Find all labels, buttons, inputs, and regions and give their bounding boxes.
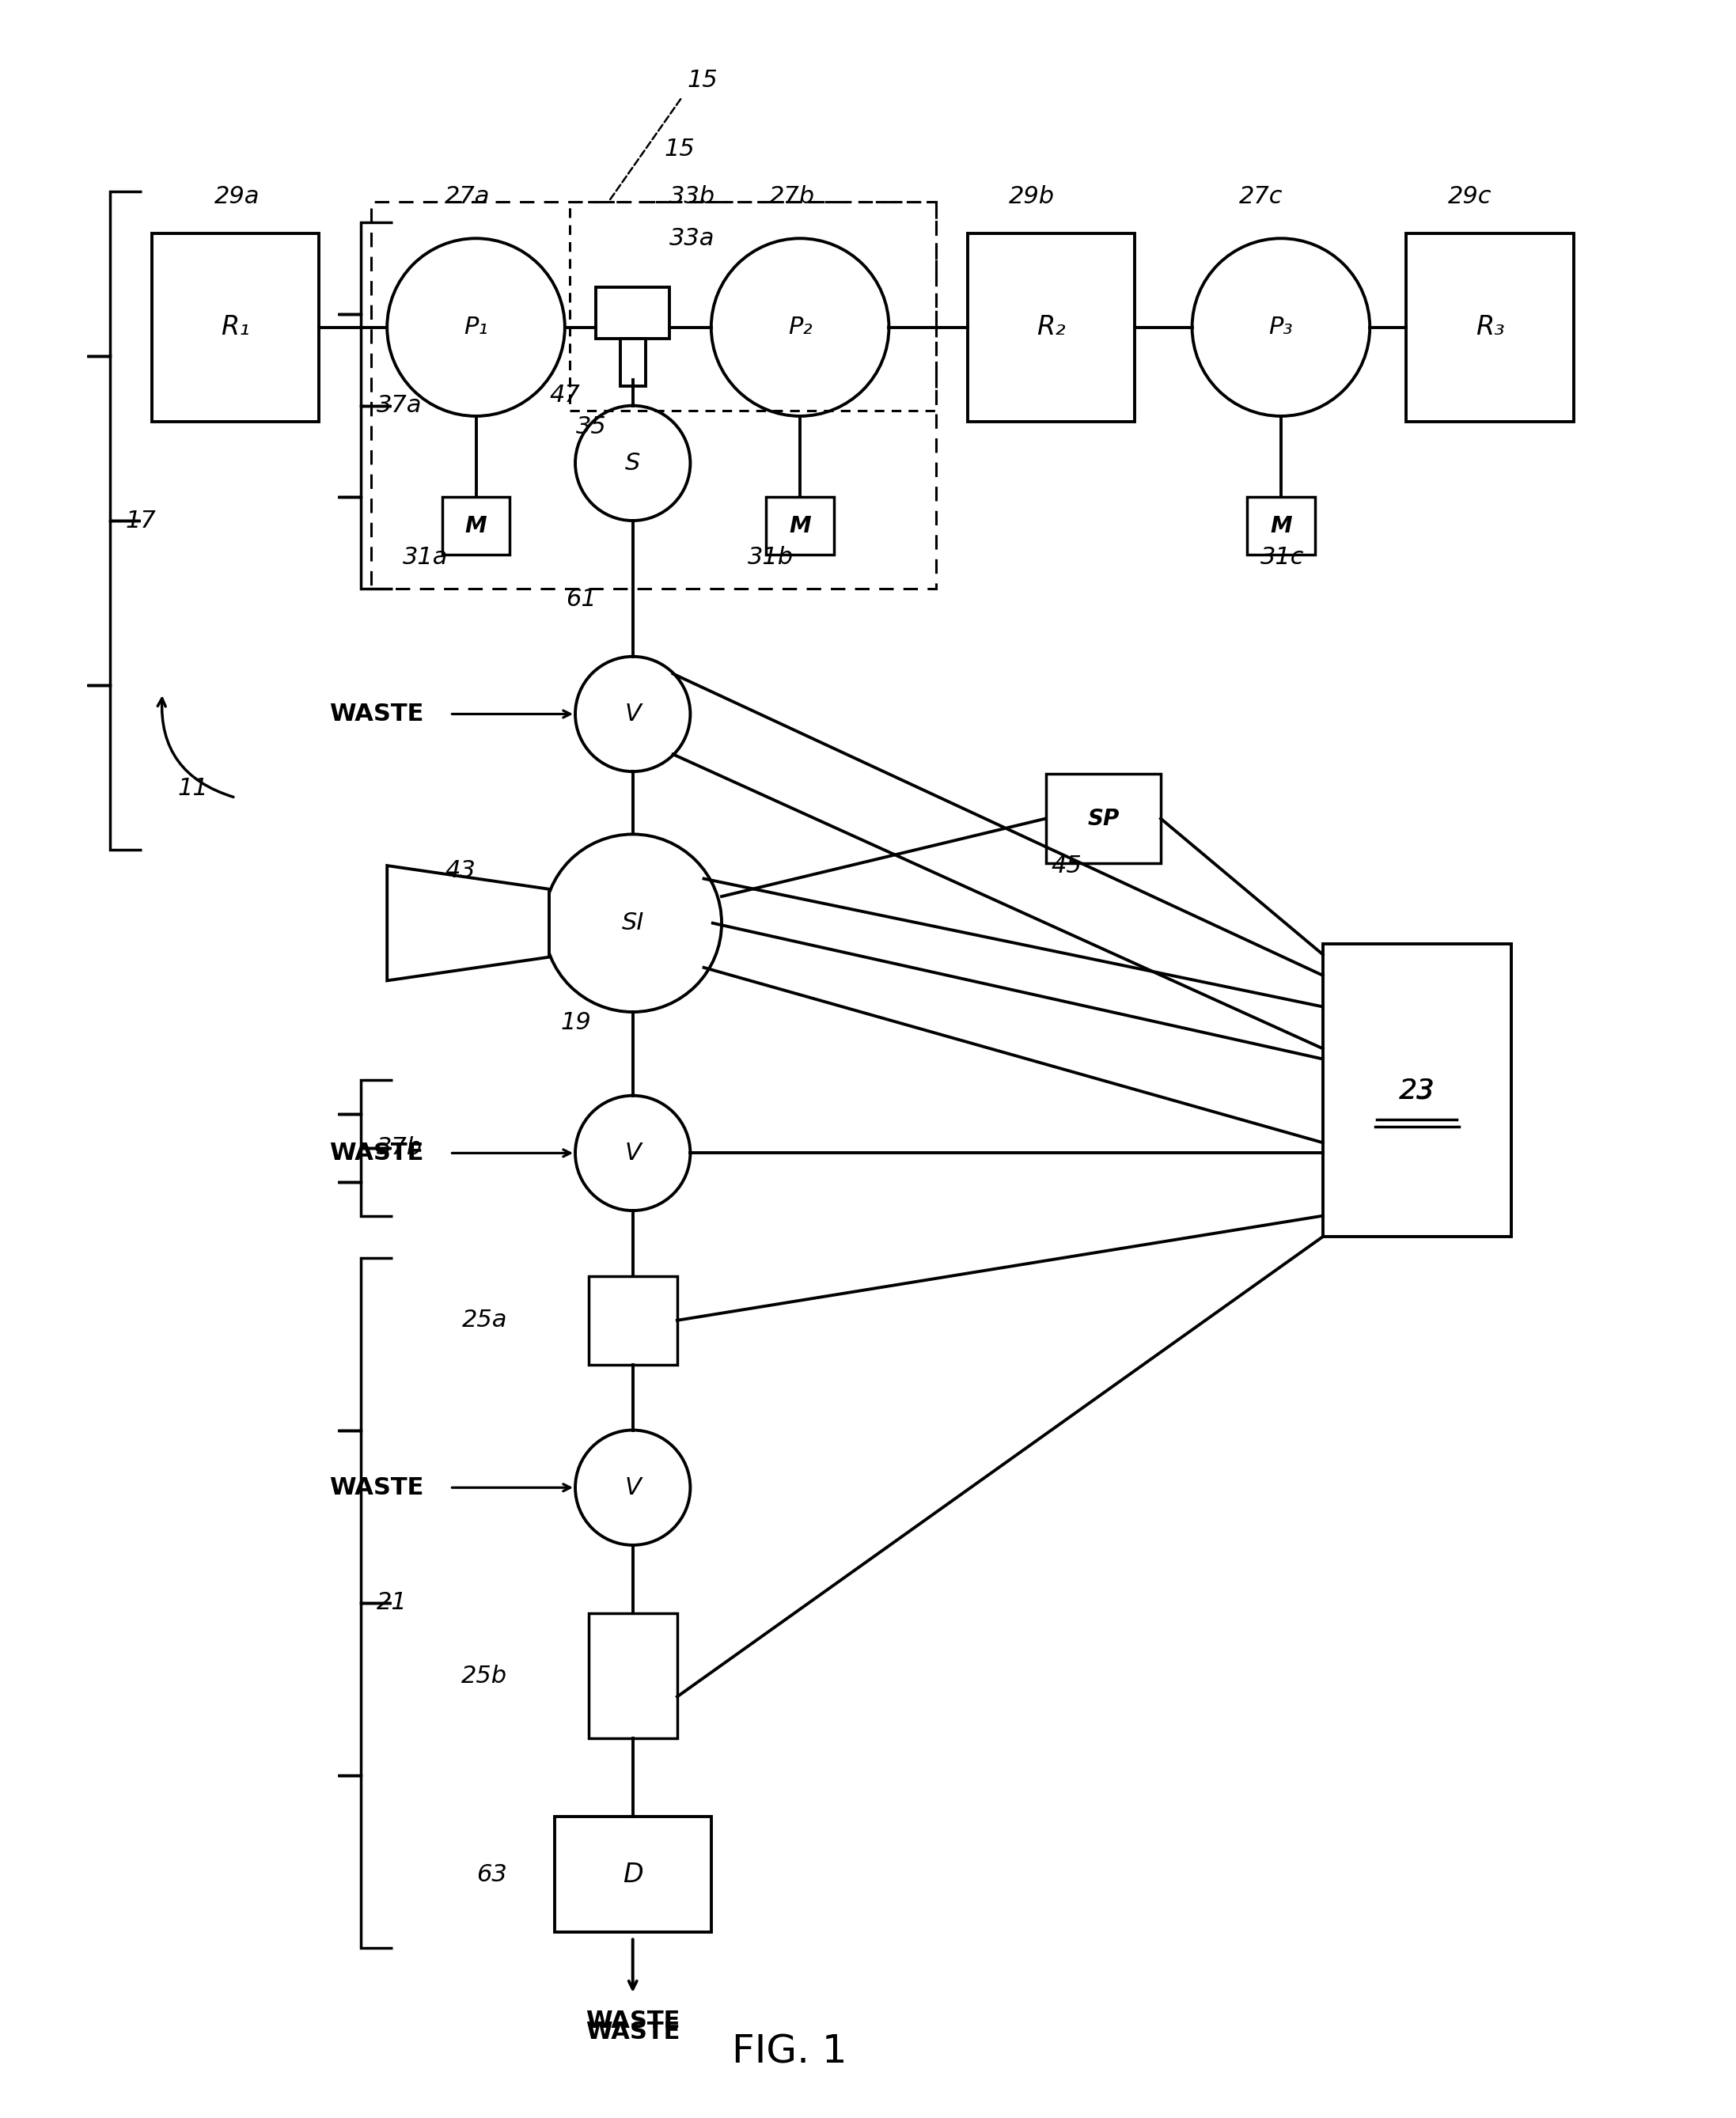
- Text: 31b: 31b: [748, 546, 793, 570]
- Text: 27a: 27a: [444, 184, 490, 208]
- Circle shape: [575, 1095, 691, 1211]
- Bar: [967, 233, 1135, 421]
- Text: 47: 47: [550, 383, 580, 407]
- Circle shape: [387, 239, 564, 415]
- Text: 29b: 29b: [1009, 184, 1055, 208]
- Text: WASTE: WASTE: [330, 1476, 424, 1500]
- Text: M: M: [465, 515, 486, 538]
- Text: 31c: 31c: [1260, 546, 1304, 570]
- Circle shape: [712, 239, 889, 415]
- Text: WASTE: WASTE: [585, 2021, 681, 2044]
- Circle shape: [575, 407, 691, 521]
- Text: 63: 63: [477, 1864, 507, 1885]
- Text: P₂: P₂: [788, 316, 812, 339]
- Bar: [595, 288, 670, 339]
- Text: R₁: R₁: [220, 313, 250, 341]
- Text: WASTE: WASTE: [330, 703, 424, 726]
- Text: 19: 19: [561, 1010, 590, 1034]
- Bar: [1323, 945, 1510, 1237]
- Text: M: M: [1271, 515, 1292, 538]
- Text: 15: 15: [687, 70, 719, 91]
- Text: 29a: 29a: [215, 184, 260, 208]
- Text: 61: 61: [566, 587, 595, 610]
- Text: 25b: 25b: [462, 1665, 507, 1688]
- Text: 45: 45: [1050, 854, 1082, 877]
- Text: V: V: [625, 703, 641, 726]
- Text: 31a: 31a: [403, 546, 448, 570]
- Bar: [589, 1275, 677, 1364]
- Text: V: V: [625, 1142, 641, 1165]
- Text: SI: SI: [621, 911, 644, 934]
- Bar: [1246, 498, 1314, 555]
- Text: 37b: 37b: [377, 1137, 422, 1159]
- Bar: [589, 1614, 677, 1739]
- Text: SP: SP: [1087, 807, 1120, 830]
- Text: 33b: 33b: [670, 184, 715, 208]
- Bar: [1406, 233, 1575, 421]
- Text: 43: 43: [446, 860, 476, 883]
- Circle shape: [575, 657, 691, 771]
- Text: WASTE: WASTE: [585, 2010, 681, 2031]
- Text: 15: 15: [665, 138, 694, 161]
- Text: M: M: [790, 515, 811, 538]
- Text: R₂: R₂: [1036, 313, 1066, 341]
- Text: 11: 11: [179, 777, 208, 801]
- Circle shape: [1193, 239, 1370, 415]
- Bar: [151, 233, 319, 421]
- Text: 37a: 37a: [377, 394, 422, 417]
- Text: S: S: [625, 451, 641, 474]
- Text: R₃: R₃: [1476, 313, 1505, 341]
- Circle shape: [543, 834, 722, 1012]
- Bar: [1045, 775, 1161, 862]
- Text: FIG. 1: FIG. 1: [733, 2033, 847, 2071]
- Text: 17: 17: [125, 508, 156, 532]
- Text: 25a: 25a: [462, 1309, 507, 1332]
- Bar: [554, 1817, 712, 1932]
- Text: 21: 21: [377, 1591, 408, 1614]
- Text: 23: 23: [1399, 1076, 1436, 1103]
- Text: P₃: P₃: [1269, 316, 1293, 339]
- Text: 27c: 27c: [1240, 184, 1283, 208]
- Bar: [569, 201, 936, 411]
- Text: D: D: [623, 1862, 642, 1887]
- Text: P₁: P₁: [464, 316, 488, 339]
- Text: V: V: [625, 1476, 641, 1500]
- Bar: [372, 201, 936, 589]
- Circle shape: [575, 1430, 691, 1546]
- Text: 29c: 29c: [1448, 184, 1493, 208]
- Text: 27b: 27b: [769, 184, 814, 208]
- Text: 35: 35: [576, 415, 606, 438]
- Text: WASTE: WASTE: [330, 1142, 424, 1165]
- Bar: [443, 498, 510, 555]
- Bar: [620, 339, 646, 385]
- Text: 23: 23: [1399, 1078, 1434, 1103]
- PathPatch shape: [387, 866, 549, 981]
- Text: 33a: 33a: [670, 227, 715, 250]
- Bar: [766, 498, 833, 555]
